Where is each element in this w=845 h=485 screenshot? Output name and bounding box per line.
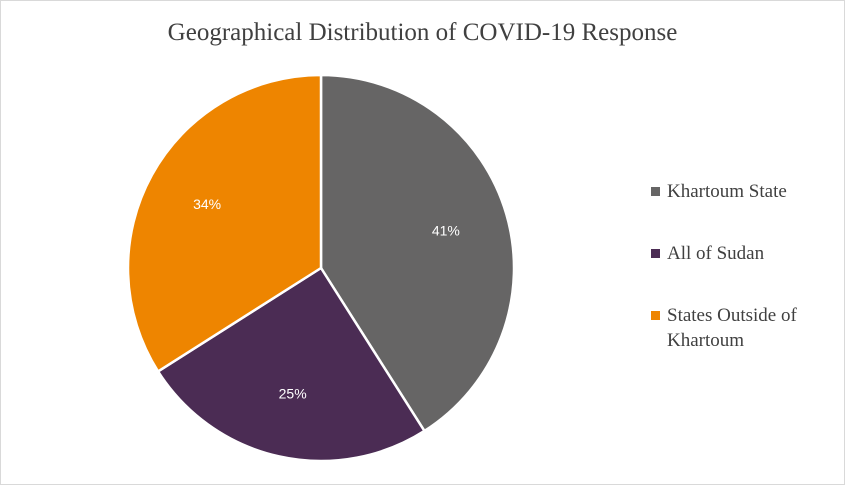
pie-slices	[126, 73, 516, 463]
legend-item-all-of-sudan: All of Sudan	[651, 241, 841, 266]
chart-title: Geographical Distribution of COVID-19 Re…	[167, 19, 678, 46]
legend: Khartoum State All of Sudan States Outsi…	[651, 179, 841, 390]
pie-slice-all-of-sudan	[156, 266, 426, 463]
pie-slice-labels: 41% 25% 34%	[193, 196, 460, 401]
legend-label: All of Sudan	[667, 243, 765, 264]
legend-swatch	[651, 311, 660, 320]
data-label-khartoum-state: 41%	[432, 222, 460, 238]
data-label-states-outside-khartoum: 34%	[193, 196, 221, 212]
data-label-all-of-sudan: 25%	[279, 386, 307, 402]
legend-item-states-outside-khartoum: States Outside of Khartoum	[651, 303, 841, 353]
legend-label: States Outside of Khartoum	[667, 305, 797, 351]
legend-swatch	[651, 249, 660, 258]
legend-item-khartoum-state: Khartoum State	[651, 179, 841, 204]
legend-swatch	[651, 187, 660, 196]
pie-slice-states-outside-khartoum	[126, 73, 323, 373]
legend-label: Khartoum State	[667, 181, 787, 202]
